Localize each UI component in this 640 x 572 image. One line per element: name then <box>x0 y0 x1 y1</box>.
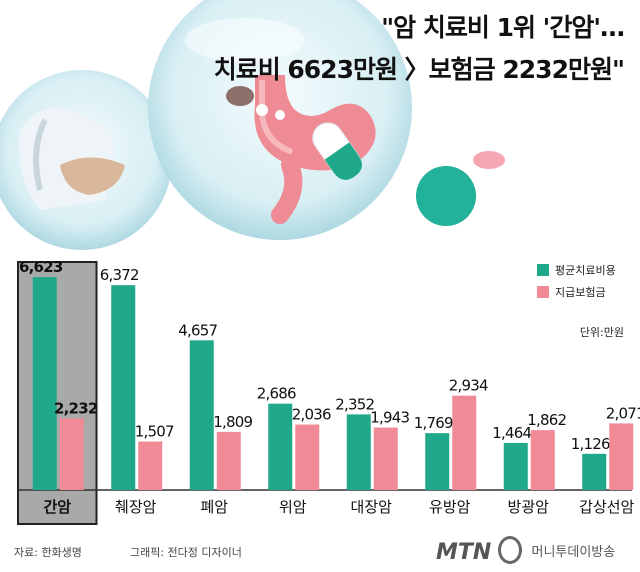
value-label: 2,036 <box>292 406 331 424</box>
value-label: 2,686 <box>257 385 296 403</box>
bar-insurance <box>609 423 634 490</box>
mtn-logo-circle <box>498 536 523 564</box>
value-label: 2,934 <box>449 377 488 395</box>
value-label: 6,372 <box>100 266 139 284</box>
value-label: 2,071 <box>606 404 640 422</box>
value-label: 2,232 <box>54 399 98 417</box>
bar-chart: 6,623 2,232 간암 6,372 1,507 췌장암 4,657 1,809 폐암 2,6… <box>17 258 640 525</box>
category-label: 간암 <box>43 498 71 516</box>
bar-treatment <box>346 414 371 490</box>
unit-label: 단위:만원 <box>580 326 624 339</box>
bar-insurance <box>295 424 320 490</box>
illustration-layer <box>0 0 505 250</box>
company-name: 머니투데이방송 <box>531 545 616 560</box>
category-label: 방광암 <box>508 498 550 516</box>
bar-treatment <box>503 442 528 490</box>
category-label: 유방암 <box>429 498 471 516</box>
category-label: 췌장암 <box>115 498 157 516</box>
bar-insurance <box>138 441 163 490</box>
bar-treatment <box>189 340 214 490</box>
bar-insurance <box>216 431 241 490</box>
bar-treatment <box>32 277 57 490</box>
bar-insurance <box>530 430 555 490</box>
graphic-credit: 그래픽: 전다정 디자이너 <box>130 546 242 559</box>
bar-insurance <box>59 418 84 490</box>
category-label: 대장암 <box>351 498 393 516</box>
value-label: 6,623 <box>19 258 63 276</box>
legend-swatch <box>537 264 549 276</box>
category-label: 위암 <box>279 498 307 516</box>
value-label: 1,769 <box>414 414 453 432</box>
stomach-illustration <box>148 0 412 240</box>
category-label: 갑상선암 <box>579 498 634 516</box>
decorative-pink-oval <box>473 151 505 169</box>
decorative-teal-circle <box>416 166 476 226</box>
value-label: 2,352 <box>335 395 374 413</box>
title-line-1: "암 치료비 1위 '간암'… <box>381 13 625 42</box>
bar-treatment <box>111 285 136 490</box>
bar-insurance <box>373 427 398 490</box>
value-label: 1,862 <box>527 411 566 429</box>
value-label: 1,464 <box>492 424 531 442</box>
value-label: 1,126 <box>571 435 610 453</box>
person-holding-stomach-illustration <box>0 70 172 250</box>
pill-icon <box>312 122 362 180</box>
legend-label: 평균치료비용 <box>555 264 616 277</box>
bar-treatment <box>425 433 450 490</box>
bar-insurance <box>452 395 477 490</box>
mtn-logo: MTN 머니투데이방송 <box>436 536 615 565</box>
source-credit: 자료: 한화생명 <box>14 546 82 559</box>
legend-label: 지급보험금 <box>555 286 606 299</box>
bar-treatment <box>582 453 607 490</box>
legend-swatch <box>537 286 549 298</box>
title-line-2: 치료비 6623만원 〉보험금 2232만원" <box>213 55 625 84</box>
bar-treatment <box>268 403 293 490</box>
value-label: 1,507 <box>135 423 174 441</box>
value-label: 4,657 <box>178 321 217 339</box>
category-label: 폐암 <box>200 498 228 516</box>
highlight-box <box>17 261 98 525</box>
value-label: 1,943 <box>370 409 409 427</box>
value-label: 1,809 <box>213 413 252 431</box>
mtn-logo-text: MTN <box>436 540 492 565</box>
